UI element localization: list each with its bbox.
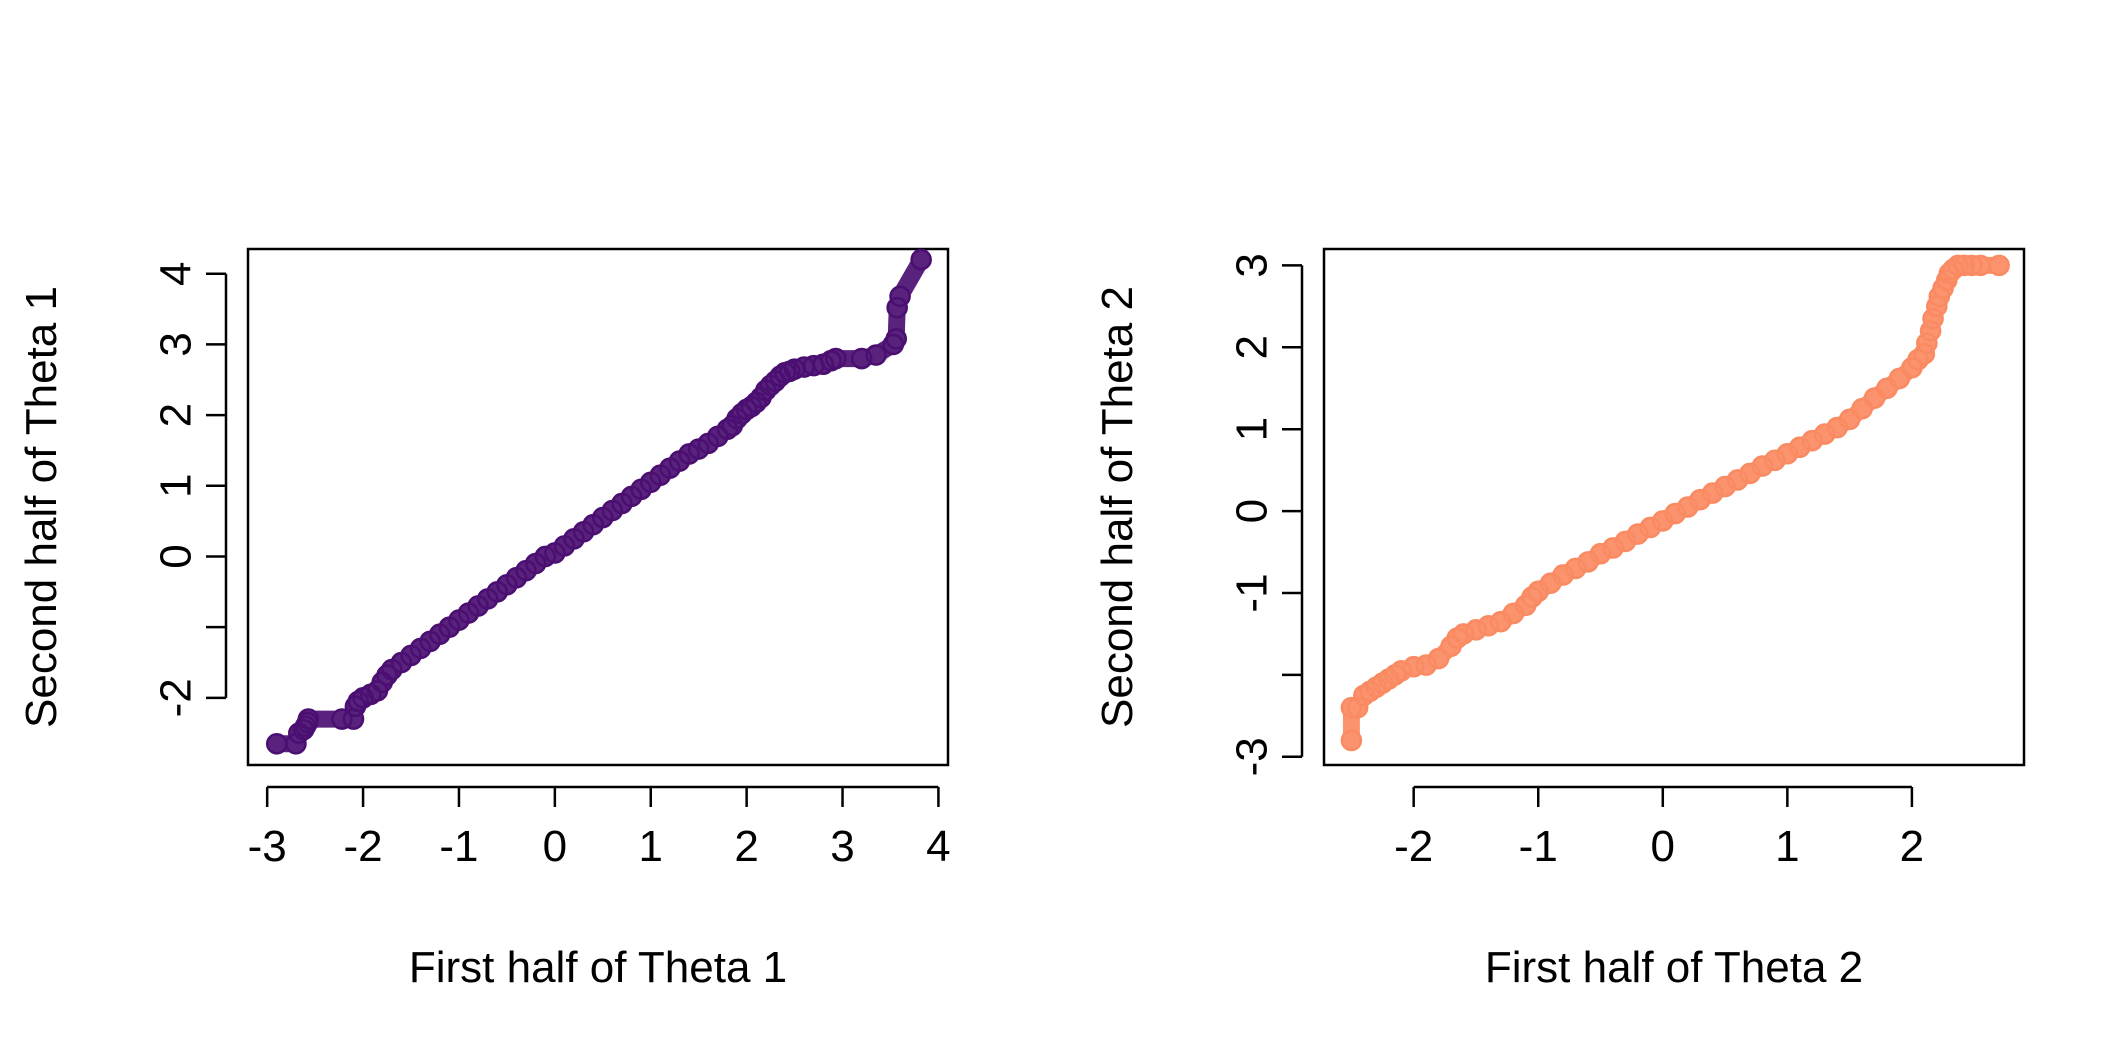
x-tick-label: -1 bbox=[1519, 822, 1558, 871]
x-axis: -2 -1 0 1 2 bbox=[1394, 785, 1924, 871]
y-axis-label: Second half of Theta 2 bbox=[1093, 286, 1142, 728]
x-tick-label: -2 bbox=[344, 822, 383, 871]
y-tick-label: 0 bbox=[152, 544, 201, 568]
x-tick-label: 1 bbox=[638, 822, 662, 871]
y-axis: -3 -1 0 1 2 3 bbox=[1228, 253, 1304, 776]
plot-area-frame bbox=[246, 247, 950, 767]
y-tick-label: 0 bbox=[1228, 499, 1277, 523]
x-tick-label: 0 bbox=[543, 822, 567, 871]
y-tick-label: -3 bbox=[1228, 737, 1277, 776]
x-tick-label: 3 bbox=[830, 822, 854, 871]
chart-panel-theta-1: -3 -2 -1 0 1 2 3 4 -2 0 1 2 3 4 First half of Theta … bbox=[17, 247, 951, 992]
x-tick-label: 2 bbox=[1900, 822, 1924, 871]
data-points bbox=[265, 248, 932, 755]
data-point-band bbox=[1342, 256, 2008, 749]
plot-area-frame bbox=[1322, 247, 2026, 767]
y-tick-label: 4 bbox=[152, 261, 201, 285]
y-tick-label: 1 bbox=[152, 474, 201, 498]
y-tick-label: -1 bbox=[1228, 573, 1277, 612]
x-axis-label: First half of Theta 1 bbox=[409, 943, 787, 992]
x-axis-label: First half of Theta 2 bbox=[1485, 943, 1863, 992]
y-tick-label: 1 bbox=[1228, 417, 1277, 441]
x-tick-label: 0 bbox=[1651, 822, 1675, 871]
chart-panel-theta-2: -2 -1 0 1 2 -3 -1 0 1 2 3 First half of Theta 2 S… bbox=[1093, 247, 2026, 992]
y-axis: -2 0 1 2 3 4 bbox=[152, 261, 228, 717]
y-tick-label: -2 bbox=[152, 678, 201, 717]
y-tick-label: 3 bbox=[152, 332, 201, 356]
y-tick-label: 2 bbox=[152, 403, 201, 427]
x-tick-label: 2 bbox=[734, 822, 758, 871]
x-tick-label: 4 bbox=[926, 822, 950, 871]
data-point-band bbox=[268, 251, 930, 753]
data-points bbox=[1340, 254, 2010, 752]
y-axis-label: Second half of Theta 1 bbox=[17, 286, 66, 728]
y-tick-label: 3 bbox=[1228, 253, 1277, 277]
x-tick-label: -1 bbox=[439, 822, 478, 871]
x-tick-label: -2 bbox=[1394, 822, 1433, 871]
y-tick-label: 2 bbox=[1228, 335, 1277, 359]
x-tick-label: -3 bbox=[248, 822, 287, 871]
x-tick-label: 1 bbox=[1775, 822, 1799, 871]
x-axis: -3 -2 -1 0 1 2 3 4 bbox=[248, 785, 951, 871]
